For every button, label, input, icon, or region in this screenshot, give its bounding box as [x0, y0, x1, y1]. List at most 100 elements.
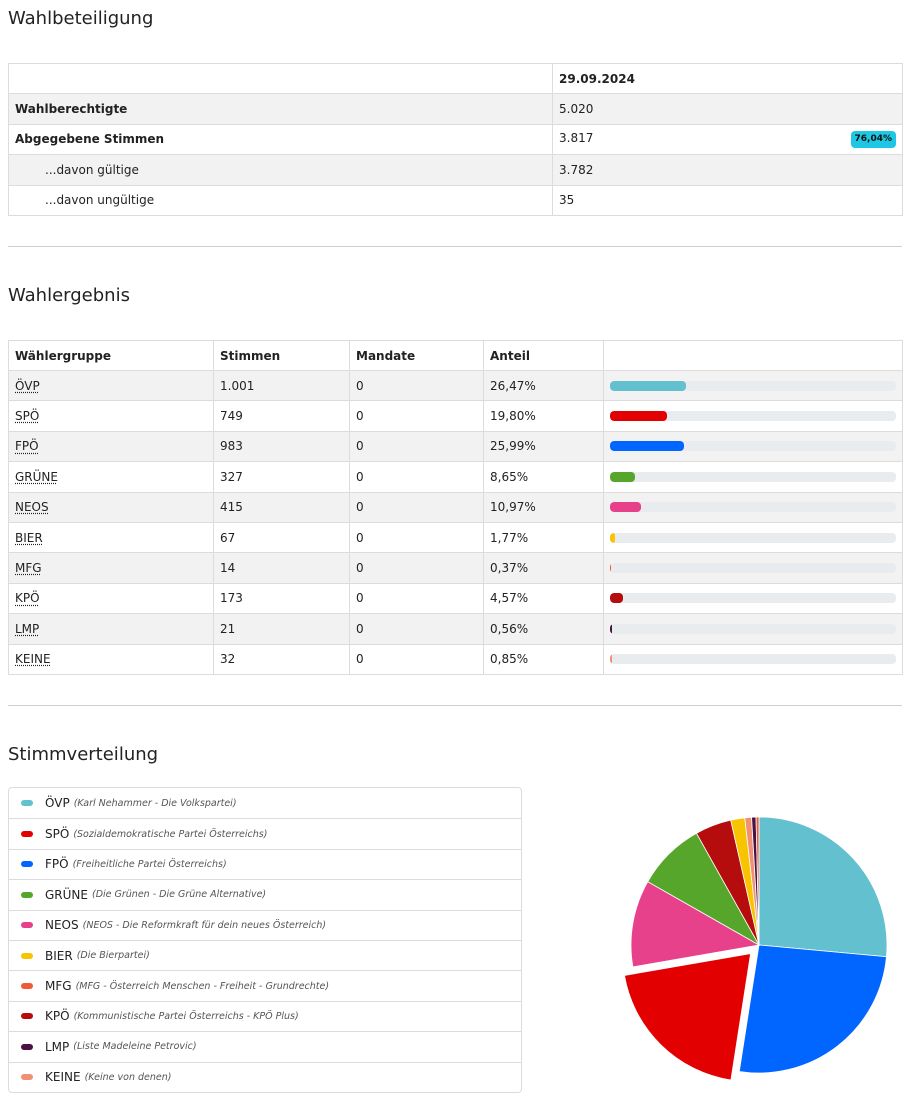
- party-abbreviation[interactable]: MFG: [15, 561, 42, 576]
- party-abbreviation[interactable]: SPÖ: [15, 409, 40, 424]
- share-cell: 25,99%: [483, 430, 604, 463]
- party-abbreviation[interactable]: BIER: [15, 530, 43, 545]
- turnout-value: 3.782: [552, 154, 903, 186]
- legend-item[interactable]: FPÖ (Freiheitliche Partei Österreichs): [9, 848, 521, 879]
- party-abbreviation[interactable]: LMP: [15, 621, 40, 636]
- legend-party-short: KEINE: [45, 1070, 81, 1085]
- table-row: KEINE 32 0 0,85%: [8, 643, 903, 675]
- share-bar-cell: [603, 461, 903, 493]
- section-divider: [8, 705, 902, 706]
- party-abbreviation[interactable]: NEOS: [15, 500, 49, 515]
- column-header-votes: Stimmen: [213, 340, 350, 371]
- legend-party-full-name: (Kommunistische Partei Österreichs - KPÖ…: [73, 1010, 299, 1022]
- legend-party-short: GRÜNE: [45, 887, 88, 902]
- legend-party-short: SPÖ: [45, 827, 70, 842]
- party-cell: ÖVP: [8, 369, 214, 402]
- turnout-row-valid: ...davon gültige 3.782: [8, 154, 903, 186]
- votes-cell: 32: [213, 643, 350, 675]
- legend-party-short: NEOS: [45, 918, 79, 933]
- pie-slice-neos[interactable]: [630, 881, 761, 968]
- legend-party-full-name: (NEOS - Die Reformkraft für dein neues Ö…: [82, 919, 327, 931]
- column-header-seats: Mandate: [349, 340, 484, 371]
- party-cell: BIER: [8, 521, 214, 554]
- turnout-row-cast: Abgegebene Stimmen 76,04% 3.817: [8, 123, 903, 155]
- votes-cell: 21: [213, 613, 350, 645]
- share-cell: 10,97%: [483, 491, 604, 523]
- party-abbreviation[interactable]: ÖVP: [15, 378, 40, 393]
- table-row: BIER 67 0 1,77%: [8, 521, 903, 554]
- seats-cell: 0: [349, 613, 484, 645]
- turnout-heading: Wahlbeteiligung: [8, 8, 154, 29]
- legend-party-full-name: (Die Grünen - Die Grüne Alternative): [91, 889, 267, 901]
- legend-party-full-name: (Keine von denen): [84, 1071, 172, 1083]
- share-cell: 4,57%: [483, 582, 604, 615]
- legend-item[interactable]: SPÖ (Sozialdemokratische Partei Österreic…: [9, 818, 521, 848]
- share-bar-fill: [610, 532, 616, 543]
- table-row: SPÖ 749 0 19,80%: [8, 400, 903, 432]
- turnout-value-cell: 76,04% 3.817: [552, 123, 903, 155]
- share-bar-cell: [603, 430, 903, 463]
- legend-party-full-name: (Freiheitliche Partei Österreichs): [72, 858, 227, 870]
- table-row: NEOS 415 0 10,97%: [8, 491, 903, 523]
- party-abbreviation[interactable]: FPÖ: [15, 439, 39, 454]
- legend-item[interactable]: MFG (MFG - Österreich Menschen - Freiheit…: [9, 970, 521, 1000]
- legend-color-swatch: [21, 983, 33, 990]
- share-bar-track: [610, 532, 896, 543]
- share-bar-cell: [603, 369, 903, 402]
- legend-party-full-name: (Die Bierpartei): [76, 950, 150, 962]
- section-divider: [8, 246, 902, 247]
- table-row: GRÜNE 327 0 8,65%: [8, 461, 903, 493]
- share-bar-track: [610, 654, 896, 665]
- party-abbreviation[interactable]: KPÖ: [15, 591, 40, 606]
- legend-party-short: KPÖ: [45, 1009, 70, 1024]
- share-bar-fill: [610, 502, 642, 513]
- legend-item[interactable]: NEOS (NEOS - Die Reformkraft für dein neu…: [9, 909, 521, 940]
- pie-slice-mfg[interactable]: [755, 816, 760, 946]
- share-bar-track: [610, 441, 896, 452]
- column-header-party: Wählergruppe: [8, 340, 214, 371]
- share-bar-cell: [603, 613, 903, 645]
- legend-item[interactable]: KPÖ (Kommunistische Partei Österreichs - …: [9, 1000, 521, 1031]
- distribution-heading: Stimmverteilung: [8, 744, 159, 765]
- turnout-header-row: 29.09.2024: [8, 63, 903, 94]
- share-cell: 8,65%: [483, 461, 604, 493]
- party-legend: ÖVP (Karl Nehammer - Die Volkspartei) SPÖ(…: [8, 787, 522, 1093]
- seats-cell: 0: [349, 430, 484, 463]
- share-bar-track: [610, 623, 896, 634]
- seats-cell: 0: [349, 461, 484, 493]
- table-row: MFG 14 0 0,37%: [8, 552, 903, 584]
- pie-slice-fpö[interactable]: [738, 944, 887, 1074]
- legend-color-swatch: [21, 922, 33, 929]
- legend-item[interactable]: KEINE (Keine von denen): [9, 1061, 521, 1092]
- legend-item[interactable]: LMP (Liste Madeleine Petrovic): [9, 1031, 521, 1061]
- party-abbreviation[interactable]: KEINE: [15, 652, 51, 667]
- turnout-row-eligible: Wahlberechtigte 5.020: [8, 93, 903, 125]
- legend-item[interactable]: ÖVP (Karl Nehammer - Die Volkspartei): [9, 788, 521, 818]
- share-bar-fill: [610, 654, 613, 665]
- share-bar-track: [610, 563, 896, 574]
- turnout-percentage-badge: 76,04%: [850, 130, 896, 148]
- legend-item[interactable]: BIER (Die Bierpartei): [9, 939, 521, 970]
- legend-party-full-name: (Sozialdemokratische Partei Österreichs): [73, 828, 268, 840]
- turnout-header-empty: [8, 63, 553, 94]
- pie-slice-övp[interactable]: [758, 816, 888, 958]
- pie-slice-spö[interactable]: [624, 953, 752, 1081]
- legend-item[interactable]: GRÜNE (Die Grünen - Die Grüne Alternative…: [9, 879, 521, 909]
- party-cell: MFG: [8, 552, 214, 584]
- turnout-label: Wahlberechtigte: [8, 93, 553, 125]
- legend-party-full-name: (Liste Madeleine Petrovic): [73, 1041, 197, 1053]
- share-cell: 0,85%: [483, 643, 604, 675]
- vote-share-pie-chart: [624, 816, 888, 1081]
- share-cell: 26,47%: [483, 369, 604, 402]
- votes-cell: 749: [213, 400, 350, 432]
- votes-cell: 983: [213, 430, 350, 463]
- share-bar-track: [610, 502, 896, 513]
- share-cell: 1,77%: [483, 521, 604, 554]
- party-cell: KPÖ: [8, 582, 214, 615]
- results-header-row: Wählergruppe Stimmen Mandate Anteil: [8, 340, 903, 371]
- votes-cell: 14: [213, 552, 350, 584]
- party-abbreviation[interactable]: GRÜNE: [15, 469, 58, 484]
- table-row: ÖVP 1.001 0 26,47%: [8, 369, 903, 402]
- share-bar-cell: [603, 552, 903, 584]
- seats-cell: 0: [349, 369, 484, 402]
